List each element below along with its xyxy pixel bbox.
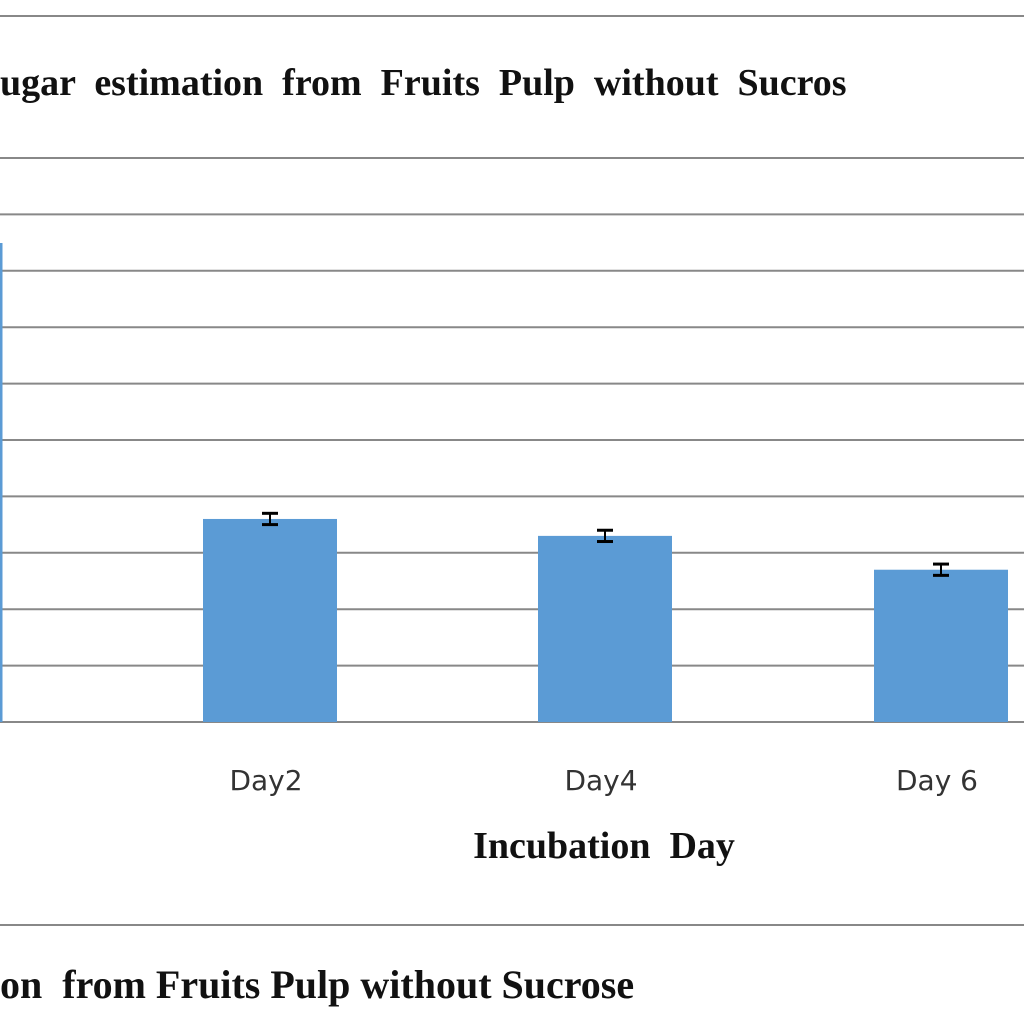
figure-caption: on from Fruits Pulp without Sucrose [0, 962, 634, 1007]
gridlines [0, 157, 1024, 723]
bar [203, 518, 337, 722]
x-axis-label: Incubation Day [473, 825, 735, 867]
error-bar [933, 562, 949, 577]
bar [874, 569, 1008, 722]
error-bar [597, 528, 613, 544]
x-tick-labels: Day2 Day4 Day 6 [229, 764, 978, 797]
error-bars [262, 511, 949, 577]
bars [203, 518, 1008, 722]
bar [538, 535, 672, 722]
error-bar [262, 511, 278, 527]
chart-title: ugar estimation from Fruits Pulp without… [0, 62, 847, 104]
x-tick-label: Day 6 [896, 764, 978, 797]
x-tick-label: Day2 [229, 764, 302, 797]
x-tick-label: Day4 [564, 764, 637, 797]
